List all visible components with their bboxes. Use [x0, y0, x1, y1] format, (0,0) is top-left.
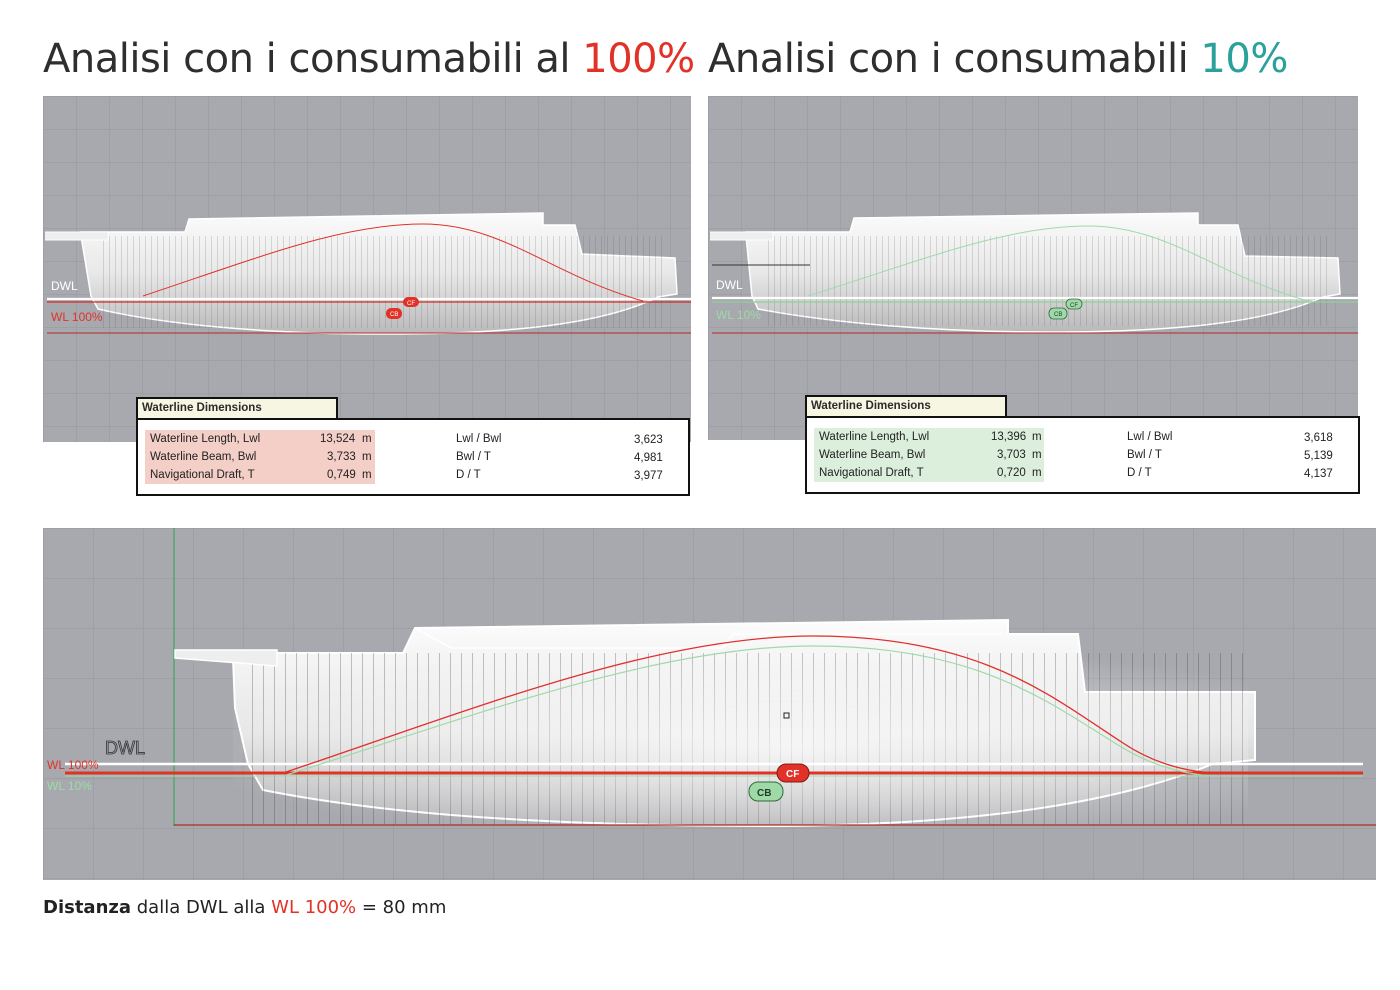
- cb-marker: [386, 308, 402, 319]
- table-right-highlight: [814, 428, 1044, 482]
- footer-note: Distanza dalla DWL alla WL 100% = 80 mm: [43, 897, 446, 918]
- tr-r2-ratio-name: D / T: [1127, 467, 1152, 479]
- hull-drawing-10: DWL WL 10% CF CB: [708, 96, 1358, 440]
- tl-r0-ratio-value: 3,623: [634, 434, 663, 446]
- cf-marker-comparison: [776, 763, 810, 783]
- title-right-value: 10%: [1200, 36, 1288, 82]
- tr-r2-name: Navigational Draft, T: [819, 467, 924, 479]
- dwl-label-comparison: DWL: [105, 738, 145, 758]
- tr-r1-value: 3,703: [997, 449, 1026, 461]
- tl-r2-unit: m: [362, 469, 372, 481]
- tl-r1-unit: m: [362, 451, 372, 463]
- tl-r2-ratio-name: D / T: [456, 469, 481, 481]
- tl-r0-ratio-name: Lwl / Bwl: [456, 433, 502, 445]
- wl10-label: WL 10%: [716, 308, 761, 322]
- tr-r1-ratio-name: Bwl / T: [1127, 449, 1162, 461]
- title-right-prefix: Analisi con i consumabili: [708, 36, 1201, 82]
- tl-r0-value: 13,524: [320, 433, 356, 445]
- tr-r0-name: Waterline Length, Lwl: [819, 431, 930, 443]
- tl-r2-value: 0,749: [327, 469, 356, 481]
- footer-end: = 80 mm: [356, 897, 447, 918]
- tr-r0-unit: m: [1032, 431, 1042, 443]
- footer-mid: dalla DWL alla: [131, 897, 272, 918]
- table-left-highlight: [145, 430, 375, 484]
- cb-marker-label: CB: [390, 312, 398, 318]
- dwl-label: DWL: [51, 279, 78, 293]
- cb-marker-10-label: CB: [1054, 312, 1062, 318]
- hull-view-10: DWL WL 10% CF CB: [708, 96, 1358, 440]
- tr-r2-unit: m: [1032, 467, 1042, 479]
- footer-red: WL 100%: [271, 897, 357, 918]
- tl-r2-ratio-value: 3,977: [634, 470, 663, 482]
- table-right: Waterline Length, Lwl 13,396 m Lwl / Bwl…: [805, 416, 1360, 494]
- hull-view-comparison: DWL WL 100% WL 10% CF CB: [43, 528, 1376, 880]
- title-left-prefix: Analisi con i consumabili al: [43, 36, 583, 82]
- dwl-label-10: DWL: [716, 278, 743, 292]
- tl-r0-unit: m: [362, 433, 372, 445]
- hull-drawing-100: DWL WL 100% CF CB: [43, 96, 691, 442]
- tr-r1-unit: m: [1032, 449, 1042, 461]
- hull-view-100: DWL WL 100% CF CB: [43, 96, 691, 442]
- cf-marker-label: CF: [407, 301, 415, 307]
- tr-r0-ratio-value: 3,618: [1304, 432, 1333, 444]
- tr-r2-ratio-value: 4,137: [1304, 468, 1333, 480]
- wl100-label: WL 100%: [51, 310, 103, 324]
- tl-r0-name: Waterline Length, Lwl: [150, 433, 261, 445]
- cb-marker-10: [1048, 307, 1068, 320]
- cf-marker-10-label: CF: [1070, 303, 1078, 309]
- tl-r1-name: Waterline Beam, Bwl: [150, 451, 257, 463]
- table-left-tab: Waterline Dimensions: [136, 397, 338, 419]
- tl-r1-ratio-value: 4,981: [634, 452, 663, 464]
- tl-r1-value: 3,733: [327, 451, 356, 463]
- cf-marker-comparison-label: CF: [786, 769, 799, 780]
- tr-r0-value: 13,396: [991, 431, 1027, 443]
- tl-r2-name: Navigational Draft, T: [150, 469, 255, 481]
- table-left: Waterline Length, Lwl 13,524 m Lwl / Bwl…: [136, 418, 690, 496]
- cb-marker-comparison: [748, 781, 784, 802]
- title-left-value: 100%: [582, 36, 695, 82]
- tr-r1-ratio-value: 5,139: [1304, 450, 1333, 462]
- wl10-label-comparison: WL 10%: [47, 779, 92, 793]
- tr-r0-ratio-name: Lwl / Bwl: [1127, 431, 1173, 443]
- title-right: Analisi con i consumabili 10%: [708, 36, 1288, 82]
- tr-r1-name: Waterline Beam, Bwl: [819, 449, 926, 461]
- cb-marker-comparison-label: CB: [757, 788, 771, 799]
- title-left: Analisi con i consumabili al 100%: [43, 36, 695, 82]
- footer-bold: Distanza: [43, 897, 132, 918]
- hull-drawing-comparison: DWL WL 100% WL 10% CF CB: [43, 528, 1376, 880]
- wl100-label-comparison: WL 100%: [47, 758, 99, 772]
- table-right-tab: Waterline Dimensions: [805, 395, 1007, 417]
- tr-r2-value: 0,720: [997, 467, 1026, 479]
- tl-r1-ratio-name: Bwl / T: [456, 451, 491, 463]
- cf-marker-10: [1065, 298, 1083, 310]
- cf-marker: [403, 297, 419, 307]
